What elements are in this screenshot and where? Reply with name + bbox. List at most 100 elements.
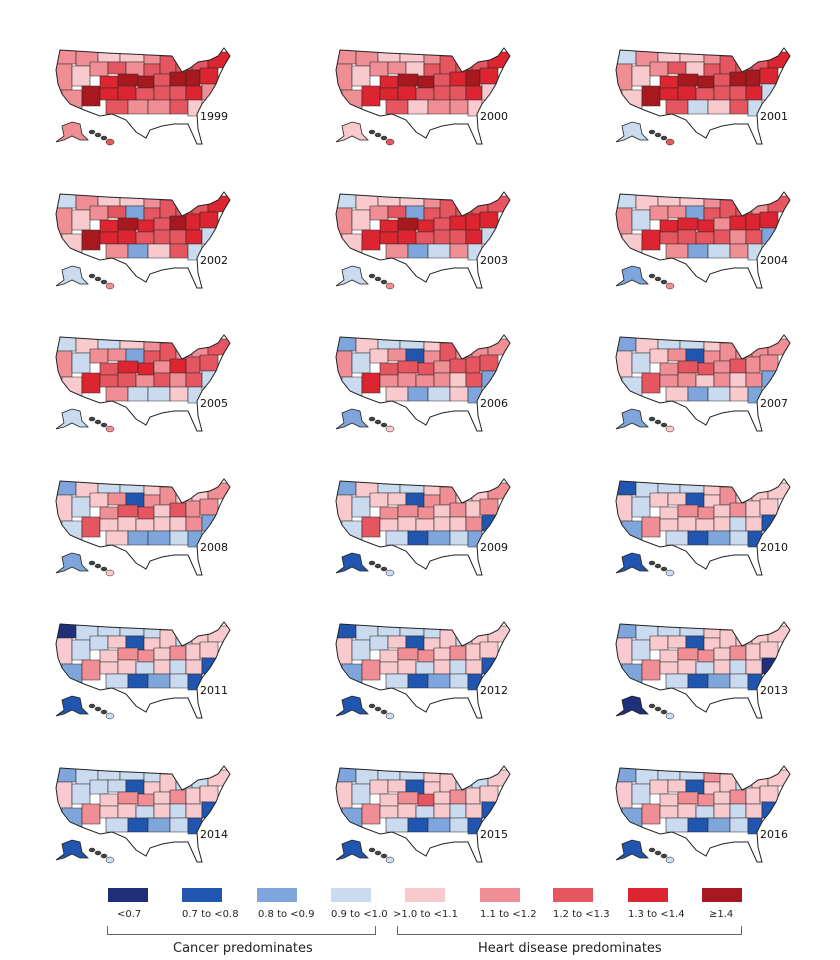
state-region xyxy=(397,791,419,805)
legend-label: 0.7 to <0.8 xyxy=(182,909,239,920)
us-map-2015 xyxy=(335,765,511,864)
us-map-2008 xyxy=(55,478,231,577)
state-region xyxy=(185,659,203,675)
state-region xyxy=(185,372,203,388)
hawaii-island xyxy=(654,706,662,712)
state-region xyxy=(761,227,779,245)
alaska-shape xyxy=(335,839,369,861)
state-region xyxy=(433,647,451,661)
us-map-2002 xyxy=(55,191,231,290)
hawaii-island xyxy=(374,850,382,856)
hawaii-island xyxy=(94,132,102,138)
state-region xyxy=(351,639,371,661)
state-region xyxy=(387,61,407,75)
state-region xyxy=(379,661,399,675)
state-region xyxy=(659,793,679,807)
state-region xyxy=(127,817,149,833)
state-region xyxy=(465,803,483,819)
state-region xyxy=(351,65,371,87)
state-region xyxy=(631,352,651,374)
state-region xyxy=(117,372,137,388)
state-region xyxy=(641,372,661,394)
state-region xyxy=(697,793,715,807)
hawaii-island xyxy=(665,712,675,720)
state-region xyxy=(201,370,219,388)
hawaii-island xyxy=(660,566,668,572)
state-region xyxy=(745,659,763,675)
us-outline xyxy=(615,621,791,719)
state-region xyxy=(387,205,407,219)
state-region xyxy=(729,243,749,259)
state-region xyxy=(185,500,201,518)
hawaii-island xyxy=(105,282,115,290)
hawaii-island xyxy=(368,847,376,853)
state-region xyxy=(185,213,201,231)
state-region xyxy=(397,229,417,245)
state-region xyxy=(713,516,731,532)
legend-label: <0.7 xyxy=(117,909,142,920)
hawaii-island xyxy=(94,850,102,856)
state-region xyxy=(387,492,407,506)
year-label: 2011 xyxy=(200,684,228,697)
state-region xyxy=(153,360,171,374)
state-region xyxy=(407,673,429,689)
state-region xyxy=(481,657,499,675)
state-region xyxy=(107,205,127,219)
state-region xyxy=(479,498,499,516)
state-region xyxy=(105,386,129,402)
state-region xyxy=(687,673,709,689)
state-region xyxy=(433,73,451,87)
state-region xyxy=(105,817,129,833)
state-region xyxy=(729,502,747,518)
state-region xyxy=(449,99,469,115)
state-region xyxy=(665,817,689,833)
legend-label: 1.2 to <1.3 xyxy=(553,909,610,920)
year-label: 2009 xyxy=(480,541,508,554)
state-region xyxy=(745,787,761,805)
state-region xyxy=(687,817,709,833)
state-region xyxy=(433,791,451,805)
map-panel-2009: 2009 xyxy=(332,475,532,595)
state-region xyxy=(641,85,661,107)
state-region xyxy=(89,779,109,795)
hawaii-island xyxy=(660,853,668,859)
state-region xyxy=(105,243,129,259)
state-region xyxy=(385,99,409,115)
state-region xyxy=(433,372,451,388)
state-region xyxy=(369,779,389,795)
state-region xyxy=(135,231,155,245)
state-region xyxy=(71,209,91,231)
state-region xyxy=(379,362,399,376)
state-region xyxy=(697,362,715,376)
state-region xyxy=(707,530,731,546)
us-map-2006 xyxy=(335,334,511,433)
hawaii-island xyxy=(380,709,388,715)
cancer-bracket xyxy=(107,926,376,935)
hawaii-island xyxy=(654,276,662,282)
state-region xyxy=(687,530,709,546)
state-region xyxy=(81,85,101,107)
state-region xyxy=(713,647,731,661)
state-region xyxy=(695,374,715,388)
us-map-2009 xyxy=(335,478,511,577)
state-region xyxy=(759,211,779,229)
state-region xyxy=(117,229,137,245)
state-region xyxy=(665,99,689,115)
hawaii-island xyxy=(385,425,395,433)
state-region xyxy=(407,530,429,546)
state-region xyxy=(201,514,219,532)
state-region xyxy=(745,69,761,87)
us-map-2005 xyxy=(55,334,231,433)
state-region xyxy=(713,803,731,819)
state-region xyxy=(135,518,155,532)
state-region xyxy=(465,356,481,374)
state-region xyxy=(185,803,203,819)
state-region xyxy=(695,518,715,532)
us-map-2012 xyxy=(335,621,511,720)
us-outline xyxy=(615,765,791,863)
state-region xyxy=(465,500,481,518)
state-region xyxy=(387,779,407,793)
alaska-shape xyxy=(335,695,369,717)
state-region xyxy=(153,516,171,532)
state-region xyxy=(185,516,203,532)
